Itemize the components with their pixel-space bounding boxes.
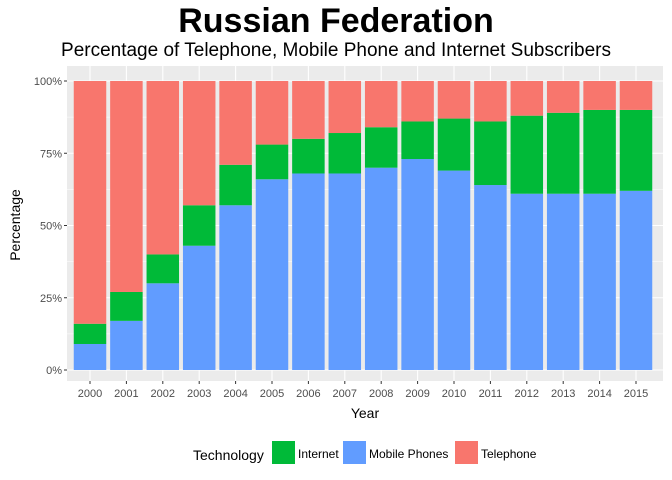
- y-tick-label: 50%: [40, 221, 62, 233]
- bar-segment-mobile-phones: [255, 179, 289, 370]
- bar-segment-telephone: [110, 81, 143, 292]
- x-tick-label: 2006: [296, 388, 320, 400]
- bar-segment-mobile-phones: [437, 170, 471, 370]
- x-tick-label: 2012: [515, 388, 539, 400]
- legend-label: Mobile Phones: [369, 447, 448, 461]
- x-tick-label: 2007: [333, 388, 357, 400]
- bar-segment-internet: [219, 164, 252, 206]
- y-tick-label: 75%: [40, 148, 62, 160]
- bar-segment-telephone: [364, 81, 398, 128]
- bar-segment-mobile-phones: [328, 173, 362, 370]
- legend-title: Technology: [193, 447, 264, 463]
- bar-segment-telephone: [546, 81, 580, 113]
- legend-key-telephone: [455, 441, 478, 464]
- x-tick-label: 2005: [260, 388, 284, 400]
- x-tick-label: 2003: [187, 388, 211, 400]
- x-tick-label: 2014: [587, 388, 611, 400]
- bar-segment-telephone: [182, 81, 216, 206]
- y-tick-label: 25%: [40, 293, 62, 305]
- bar-segment-internet: [182, 205, 216, 246]
- bar-segment-mobile-phones: [292, 173, 325, 370]
- bar-segment-mobile-phones: [401, 159, 434, 370]
- bar-segment-mobile-phones: [219, 205, 252, 370]
- bar-segment-mobile-phones: [546, 193, 580, 370]
- bar-segment-mobile-phones: [583, 193, 616, 370]
- x-tick-label: 2009: [405, 388, 429, 400]
- bar-segment-telephone: [401, 81, 434, 122]
- bar-segment-internet: [437, 118, 471, 171]
- legend-label: Telephone: [481, 447, 537, 461]
- bar-segment-internet: [510, 115, 544, 194]
- chart-title: Russian Federation: [178, 2, 494, 40]
- bar-segment-internet: [546, 112, 580, 194]
- bar-segment-internet: [146, 254, 180, 284]
- axis-ticks: 0% 25% 50% 75% 100% 2000 2001 2002 2003 2004 2005 2…: [34, 76, 648, 400]
- y-tick-label: 100%: [34, 76, 62, 88]
- bar-segment-internet: [583, 109, 616, 194]
- x-tick-label: 2008: [369, 388, 393, 400]
- bar-segment-telephone: [437, 81, 471, 119]
- bar-segment-mobile-phones: [182, 245, 216, 370]
- y-axis-label: Percentage: [7, 189, 23, 261]
- y-tick-label: 0%: [46, 365, 62, 377]
- legend: Technology Internet Mobile Phones Telephon…: [193, 441, 537, 464]
- legend-label: Internet: [298, 447, 339, 461]
- x-tick-label: 2001: [114, 388, 138, 400]
- bar-segment-telephone: [510, 81, 544, 116]
- bar-segment-telephone: [292, 81, 325, 139]
- x-tick-label: 2011: [479, 388, 503, 400]
- bar-segment-telephone: [146, 81, 180, 255]
- bar-segment-internet: [255, 144, 289, 180]
- bar-segment-telephone: [219, 81, 252, 165]
- bar-segment-internet: [292, 138, 325, 174]
- chart-subtitle: Percentage of Telephone, Mobile Phone an…: [61, 40, 611, 61]
- legend-key-internet: [272, 441, 295, 464]
- bar-segment-internet: [73, 323, 107, 344]
- bar-segment-internet: [328, 133, 362, 174]
- x-tick-label: 2002: [151, 388, 175, 400]
- x-tick-label: 2004: [223, 388, 247, 400]
- bar-segment-internet: [401, 121, 434, 160]
- bar-segment-internet: [619, 109, 653, 191]
- bar-segment-mobile-phones: [73, 343, 107, 370]
- bar-segment-telephone: [474, 81, 507, 122]
- x-tick-label: 2013: [551, 388, 575, 400]
- bar-segment-internet: [474, 121, 507, 186]
- x-tick-label: 2000: [78, 388, 102, 400]
- bar-segment-telephone: [583, 81, 616, 110]
- legend-key-mobile-phones: [343, 441, 366, 464]
- bar-segment-mobile-phones: [146, 283, 180, 370]
- x-tick-label: 2010: [442, 388, 466, 400]
- bar-segment-telephone: [328, 81, 362, 134]
- bar-segment-mobile-phones: [619, 190, 653, 370]
- bar-segment-mobile-phones: [364, 167, 398, 370]
- bar-segment-internet: [364, 127, 398, 168]
- bar-segment-telephone: [619, 81, 653, 110]
- bar-segment-internet: [110, 291, 143, 321]
- x-tick-label: 2015: [624, 388, 648, 400]
- bar-segment-mobile-phones: [110, 320, 143, 370]
- bar-segment-mobile-phones: [510, 193, 544, 370]
- bar-segment-telephone: [255, 81, 289, 145]
- bar-segment-telephone: [73, 81, 107, 324]
- x-axis-label: Year: [351, 405, 380, 421]
- bars: [73, 81, 653, 370]
- bar-segment-mobile-phones: [474, 185, 507, 370]
